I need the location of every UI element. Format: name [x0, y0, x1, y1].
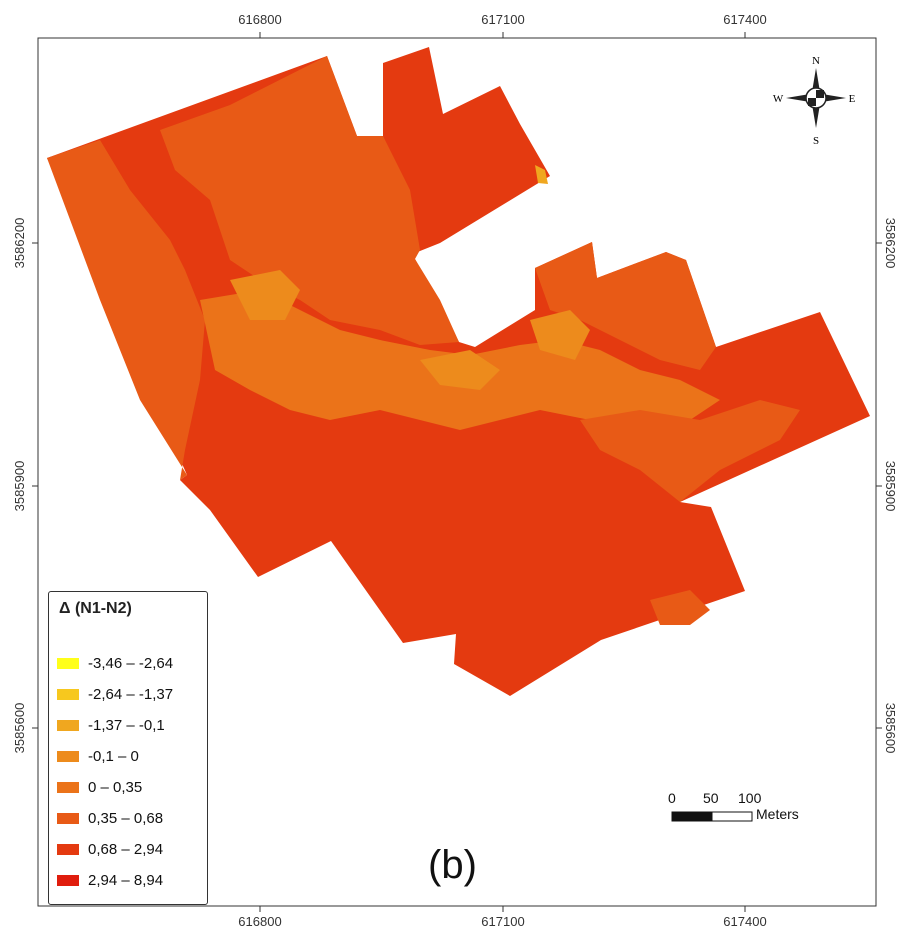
y-tick-left-3: 3585600: [12, 703, 27, 754]
legend-swatch: [57, 781, 79, 793]
x-tick-bottom-3: 617400: [723, 914, 766, 929]
scale-bar: [671, 811, 753, 822]
legend-label: 0 – 0,35: [88, 778, 143, 796]
zone-0_35-0_68-north: [160, 56, 459, 345]
north-label: N: [812, 55, 820, 67]
panel-label: (b): [428, 843, 477, 887]
map-neatline: [37, 37, 877, 907]
legend-label: 0,35 – 0,68: [88, 809, 164, 827]
legend-label: -3,46 – -2,64: [88, 654, 174, 672]
y-tick-right-1: 3586200: [883, 218, 898, 269]
scale-bar-seg-1: [671, 811, 713, 822]
north-arrow-e: [822, 94, 846, 102]
scale-bar-seg-2: [711, 811, 753, 822]
y-tick-right-3: 3585600: [883, 703, 898, 754]
legend-swatch: [57, 657, 79, 669]
legend-item: -1,37 – -0,1: [57, 714, 165, 736]
x-tick-bottom-1: 616800: [238, 914, 281, 929]
north-arrow-s: [812, 104, 820, 128]
scale-units: Meters: [756, 806, 799, 822]
zone-small-yellow: [535, 165, 548, 184]
south-label: S: [813, 135, 819, 147]
y-tick-left-1: 3586200: [12, 218, 27, 269]
legend-item: 0,68 – 2,94: [57, 838, 163, 860]
legend-item: -3,46 – -2,64: [57, 652, 173, 674]
legend-swatch: [57, 812, 79, 824]
legend-title: Δ (N1-N2): [59, 600, 132, 617]
legend-item: 0 – 0,35: [57, 776, 142, 798]
legend-label: 2,94 – 8,94: [88, 871, 164, 889]
y-tick-left-2: 3585900: [12, 461, 27, 512]
x-tick-top-2: 617100: [481, 12, 524, 27]
legend-swatch: [57, 843, 79, 855]
legend-label: -1,37 – -0,1: [88, 716, 165, 734]
north-arrow-n: [812, 68, 820, 92]
north-arrow-w: [786, 94, 810, 102]
zone-neg-0_1-0-patch-2: [420, 350, 500, 390]
zone-neg-0_1-0-patch-3: [530, 310, 590, 360]
legend-item: -2,64 – -1,37: [57, 683, 173, 705]
east-label: E: [849, 93, 856, 105]
legend-item: -0,1 – 0: [57, 745, 139, 767]
legend-item: 2,94 – 8,94: [57, 869, 163, 891]
north-arrow-center-q1: [816, 90, 824, 98]
legend-swatch: [57, 750, 79, 762]
x-tick-top-1: 616800: [238, 12, 281, 27]
legend-item: 0,35 – 0,68: [57, 807, 163, 829]
west-label: W: [773, 93, 784, 105]
study-area: [47, 47, 870, 696]
legend-label: -0,1 – 0: [88, 747, 139, 765]
zone-0_35-0_68-east: [535, 242, 716, 370]
legend: Δ (N1-N2) -3,46 – -2,64 -2,64 – -1,37 -1…: [48, 591, 208, 905]
x-tick-bottom-2: 617100: [481, 914, 524, 929]
legend-swatch: [57, 719, 79, 731]
zone-0_35-0_68-south-patch: [650, 590, 710, 625]
north-arrow: N S E W: [773, 55, 856, 147]
x-tick-top-3: 617400: [723, 12, 766, 27]
legend-swatch: [57, 688, 79, 700]
y-tick-right-2: 3585900: [883, 461, 898, 512]
zone-0_35-0_68-se-patch: [580, 400, 800, 502]
scale-label-100: 100: [738, 790, 762, 806]
legend-label: 0,68 – 2,94: [88, 840, 164, 858]
zone-neg-0_1-0-patch: [230, 270, 300, 320]
scale-label-50: 50: [703, 790, 719, 806]
zone-0_35-0_68-nw: [47, 140, 205, 480]
legend-swatch: [57, 874, 79, 886]
scale-label-0: 0: [668, 790, 676, 806]
north-arrow-center-q3: [808, 98, 816, 106]
legend-label: -2,64 – -1,37: [88, 685, 174, 703]
